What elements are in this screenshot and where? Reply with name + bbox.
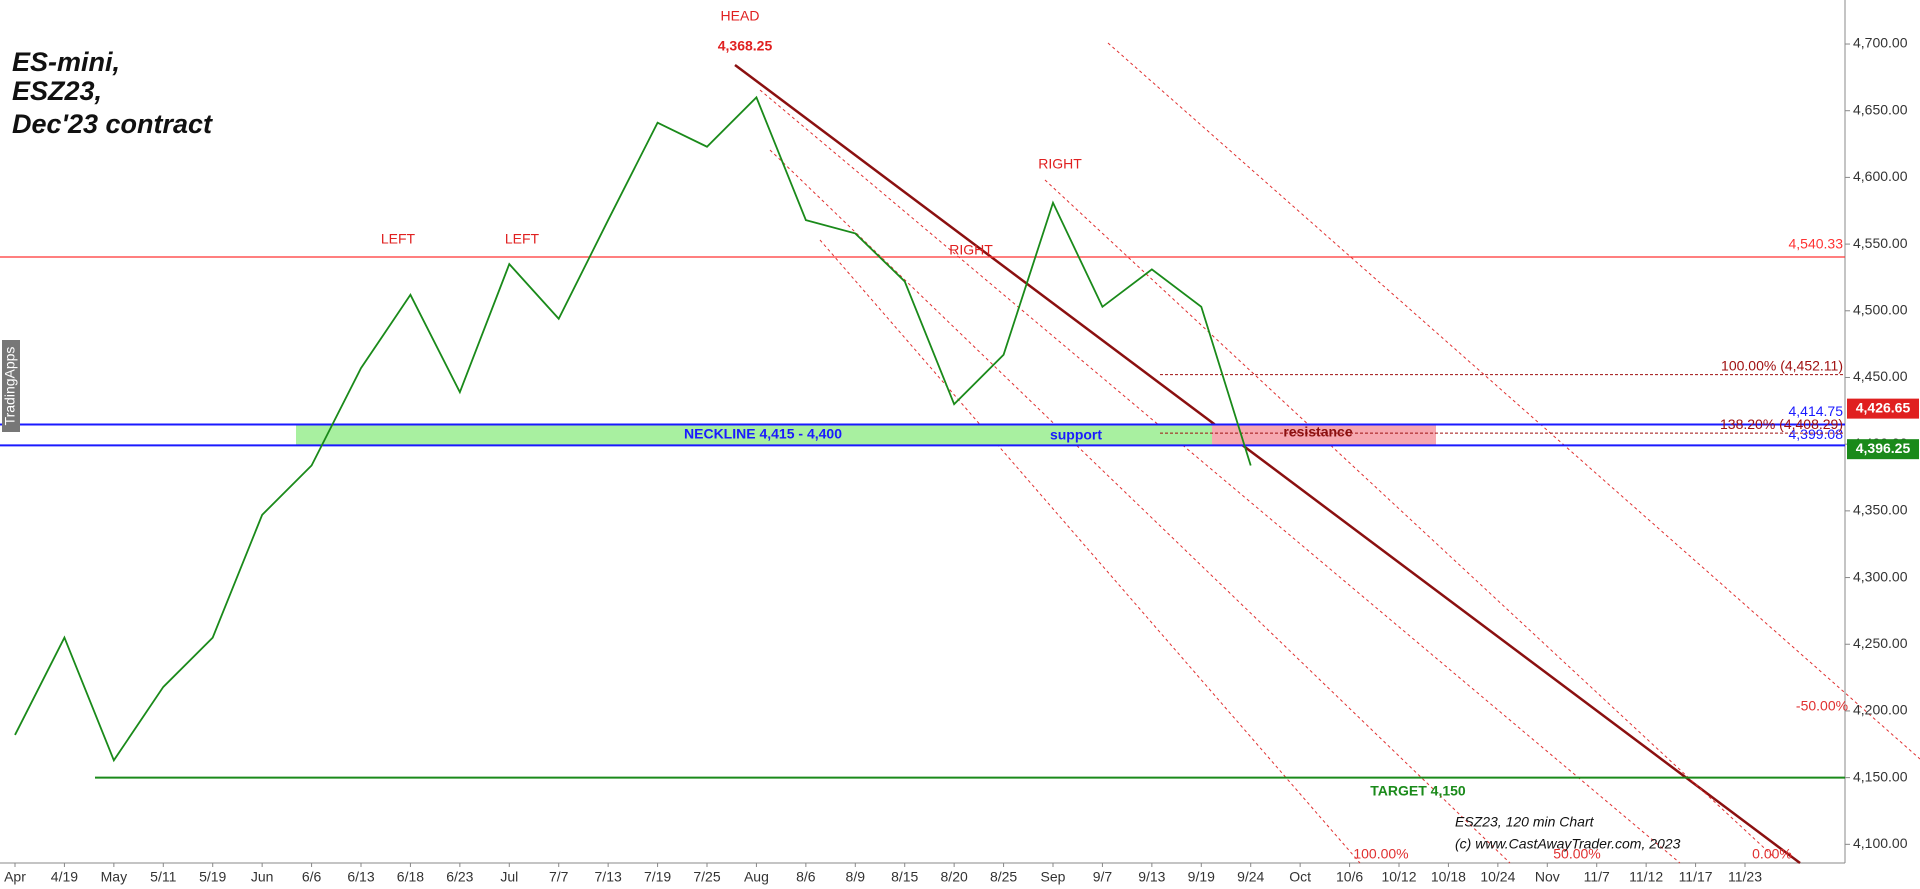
x-tick-label: 10/6 bbox=[1336, 869, 1363, 885]
x-tick-label: 11/12 bbox=[1629, 869, 1663, 885]
price-tag bbox=[1847, 439, 1919, 460]
x-tick-label: 7/7 bbox=[549, 869, 569, 885]
level-label: 4,414.75 bbox=[1789, 403, 1844, 419]
annotation: 50.00% bbox=[1553, 846, 1600, 862]
x-tick-label: Jul bbox=[500, 869, 518, 885]
x-tick-label: 6/6 bbox=[302, 869, 322, 885]
x-tick-label: Nov bbox=[1535, 869, 1560, 885]
x-tick-label: 11/23 bbox=[1728, 869, 1762, 885]
channel-line bbox=[1107, 42, 1920, 760]
price-tag-label: 4,426.65 bbox=[1856, 399, 1911, 415]
y-tick-label: 4,300.00 bbox=[1853, 568, 1908, 584]
y-tick-label: 4,150.00 bbox=[1853, 768, 1908, 784]
x-tick-label: 10/24 bbox=[1480, 869, 1515, 885]
resistance-zone bbox=[1212, 424, 1436, 446]
chart-title: Dec'23 contract bbox=[12, 109, 213, 139]
watermark-box bbox=[2, 340, 20, 432]
trend-lines bbox=[734, 42, 1920, 865]
neckline-zone bbox=[296, 424, 1212, 446]
x-tick-label: 11/7 bbox=[1584, 869, 1610, 885]
annotation: 100.00% bbox=[1353, 846, 1408, 862]
level-label: 4,399.08 bbox=[1789, 426, 1844, 442]
x-tick-label: 10/18 bbox=[1431, 869, 1466, 885]
x-tick-label: 10/12 bbox=[1381, 869, 1416, 885]
trend-line bbox=[734, 63, 1801, 865]
y-tick-label: 4,500.00 bbox=[1853, 301, 1908, 317]
y-tick-label: 4,450.00 bbox=[1853, 368, 1908, 384]
x-tick-label: 6/23 bbox=[446, 869, 473, 885]
y-tick-label: 4,250.00 bbox=[1853, 635, 1908, 651]
y-tick-label: 4,350.00 bbox=[1853, 502, 1908, 518]
y-tick-label: 4,650.00 bbox=[1853, 101, 1908, 117]
y-tick-label: 4,550.00 bbox=[1853, 235, 1908, 251]
y-tick-label: 4,200.00 bbox=[1853, 702, 1908, 718]
y-tick-label: 4,700.00 bbox=[1853, 35, 1908, 51]
watermark: TradingApps bbox=[2, 347, 18, 426]
x-tick-label: Aug bbox=[744, 869, 769, 885]
x-tick-label: 8/20 bbox=[941, 869, 968, 885]
x-tick-label: 5/19 bbox=[199, 869, 226, 885]
level-label: TARGET 4,150 bbox=[1370, 782, 1466, 798]
y-tick-label: 4,100.00 bbox=[1853, 835, 1908, 851]
price-tag bbox=[1847, 398, 1919, 419]
annotation: HEAD bbox=[721, 8, 760, 24]
x-tick-label: May bbox=[101, 869, 127, 885]
chart-title: ES-mini, bbox=[12, 47, 120, 77]
x-tick-label: 7/19 bbox=[644, 869, 671, 885]
x-tick-label: Sep bbox=[1041, 869, 1066, 885]
fib-label: 138.20% (4,408.29) bbox=[1720, 416, 1843, 432]
x-tick-label: 7/25 bbox=[693, 869, 720, 885]
annotation: LEFT bbox=[381, 231, 416, 247]
y-tick-label: 4,600.00 bbox=[1853, 168, 1908, 184]
x-tick-label: 9/7 bbox=[1093, 869, 1113, 885]
x-tick-label: 11/17 bbox=[1679, 869, 1713, 885]
annotation: -50.00% bbox=[1796, 698, 1848, 714]
annotation: (c) www.CastAwayTrader.com, 2023 bbox=[1455, 836, 1681, 852]
x-tick-label: 9/19 bbox=[1188, 869, 1215, 885]
level-label: 4,540.33 bbox=[1789, 236, 1844, 252]
x-tick-label: 6/13 bbox=[347, 869, 374, 885]
annotation: LEFT bbox=[505, 231, 540, 247]
x-tick-label: 7/13 bbox=[595, 869, 622, 885]
x-tick-label: Jun bbox=[251, 869, 274, 885]
x-tick-label: 9/24 bbox=[1237, 869, 1264, 885]
annotation: resistance bbox=[1283, 424, 1352, 440]
annotation: RIGHT bbox=[1038, 156, 1082, 172]
channel-line bbox=[759, 89, 1681, 864]
x-tick-label: 8/6 bbox=[796, 869, 816, 885]
channel-line bbox=[1044, 179, 1776, 859]
x-tick-label: 8/15 bbox=[891, 869, 918, 885]
annotation: ESZ23, 120 min Chart bbox=[1455, 814, 1595, 830]
x-tick-label: 9/13 bbox=[1138, 869, 1165, 885]
chart-title: ESZ23, bbox=[12, 76, 102, 106]
annotation: RIGHT bbox=[949, 242, 993, 258]
x-tick-label: 6/18 bbox=[397, 869, 424, 885]
price-tag-label: 4,396.25 bbox=[1856, 440, 1911, 456]
x-tick-label: 8/25 bbox=[990, 869, 1017, 885]
x-tick-label: 4/19 bbox=[51, 869, 78, 885]
annotation: support bbox=[1050, 427, 1102, 443]
annotation: NECKLINE 4,415 - 4,400 bbox=[684, 426, 842, 442]
price-line bbox=[14, 95, 1252, 763]
annotation: 0.00% bbox=[1752, 846, 1792, 862]
x-tick-label: Apr bbox=[4, 869, 26, 885]
x-tick-label: Oct bbox=[1289, 869, 1311, 885]
x-tick-label: 8/9 bbox=[846, 869, 866, 885]
fib-label: 100.00% (4,452.11) bbox=[1721, 357, 1843, 373]
annotation: 4,368.25 bbox=[718, 38, 773, 54]
x-tick-label: 5/11 bbox=[150, 869, 176, 885]
